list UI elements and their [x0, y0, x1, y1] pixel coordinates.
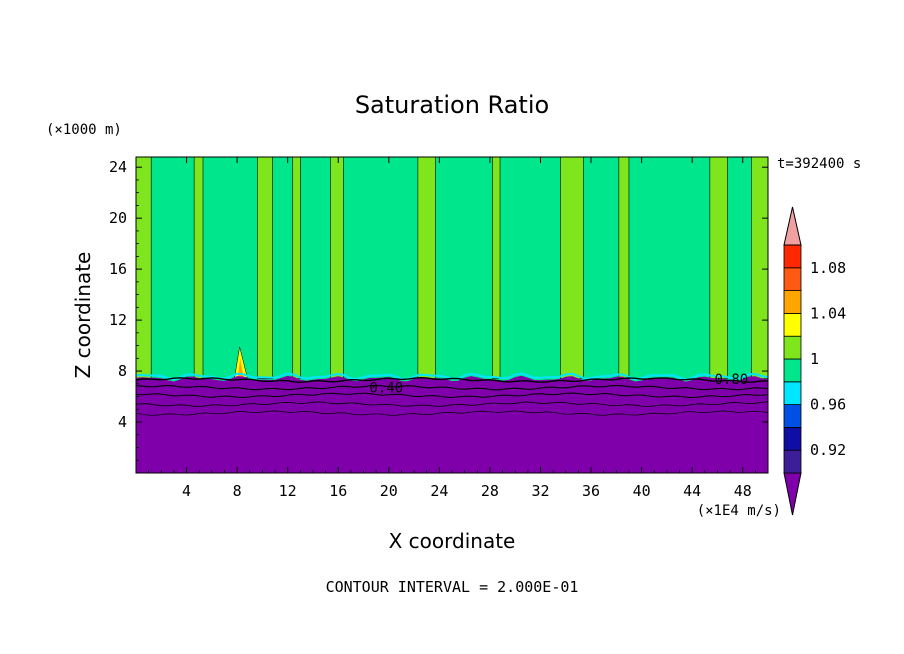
colorbar-segment: [783, 426, 802, 451]
colorbar-tick-label: 0.96: [810, 396, 846, 414]
x-axis-ticks: 4 8 12 16 20 24 28 32 36 40 44 48: [148, 157, 756, 500]
supersaturated-column: [417, 157, 436, 380]
supersaturated-column: [330, 157, 344, 380]
x-tick-label: 16: [329, 482, 347, 500]
colorbar-min-extend: [783, 472, 802, 516]
dry-layer-fill: [136, 375, 768, 473]
colorbar-tick-label: 1.08: [810, 259, 846, 277]
supersaturated-column: [618, 157, 630, 380]
plot-field: [136, 157, 768, 473]
colorbar-segment: [783, 449, 802, 474]
contour-line: [136, 376, 768, 384]
x-tick-label: 48: [734, 482, 752, 500]
contour-labels: 0.40 0.80: [369, 372, 748, 397]
colorbar-segment: [783, 312, 802, 337]
y-tick-label: 4: [118, 413, 127, 431]
y-tick-label: 12: [109, 311, 127, 329]
x-tick-label: 12: [279, 482, 297, 500]
x-tick-label: 20: [380, 482, 398, 500]
colorbar-tick-label: 1: [810, 350, 819, 368]
x-tick-label: 4: [182, 482, 191, 500]
x-axis-label: X coordinate: [389, 529, 516, 553]
contour-label: 0.80: [714, 372, 748, 388]
chart-title: Saturation Ratio: [355, 91, 549, 119]
supersaturated-column: [751, 157, 768, 380]
y-tick-label: 8: [118, 362, 127, 380]
dry-layer: [136, 372, 768, 473]
x-tick-label: 8: [233, 482, 242, 500]
y-tick-label: 20: [109, 209, 127, 227]
contour-line: [136, 410, 768, 416]
colorbar-segment: [783, 267, 802, 291]
colorbar-max-extend: [783, 206, 802, 246]
colorbar-segment: [783, 335, 802, 360]
time-label: t=392400 s: [777, 156, 861, 172]
supersaturated-column: [709, 157, 728, 380]
x-tick-label: 24: [430, 482, 448, 500]
supersaturated-column: [492, 157, 501, 380]
contour-line: [136, 392, 768, 399]
x-tick-label: 32: [531, 482, 549, 500]
y-tick-label: 24: [109, 158, 127, 176]
supersaturated-column: [193, 157, 204, 380]
y-axis-ticks: 4 8 12 16 20 24: [109, 158, 768, 461]
colorbar-segment: [783, 290, 802, 314]
colorbar-segment: [783, 381, 802, 405]
colorbar: 0.92 0.96 1 1.04 1.08: [783, 206, 846, 516]
x-tick-label: 40: [633, 482, 651, 500]
x-tick-label: 44: [683, 482, 701, 500]
supersaturated-columns: [136, 157, 768, 380]
x-tick-label: 28: [481, 482, 499, 500]
y-axis-label: Z coordinate: [71, 252, 95, 379]
colorbar-segment: [783, 404, 802, 428]
x-unit-label: (×1E4 m/s): [697, 503, 781, 519]
contour-line: [136, 401, 768, 407]
colorbar-tick-label: 1.04: [810, 304, 846, 322]
colorbar-tick-label: 0.92: [810, 441, 846, 459]
supersaturated-column: [292, 157, 301, 380]
contour-label: 0.40: [369, 381, 403, 397]
x-tick-label: 36: [582, 482, 600, 500]
colorbar-segment: [783, 244, 802, 269]
contour-interval-label: CONTOUR INTERVAL = 2.000E-01: [326, 578, 579, 596]
contour-line: [136, 384, 768, 391]
supersaturated-column: [560, 157, 584, 380]
y-unit-label: (×1000 m): [46, 122, 122, 138]
colorbar-segment: [783, 358, 802, 383]
supersaturated-column: [257, 157, 273, 380]
y-tick-label: 16: [109, 260, 127, 278]
peak-value-spot: [237, 358, 244, 378]
